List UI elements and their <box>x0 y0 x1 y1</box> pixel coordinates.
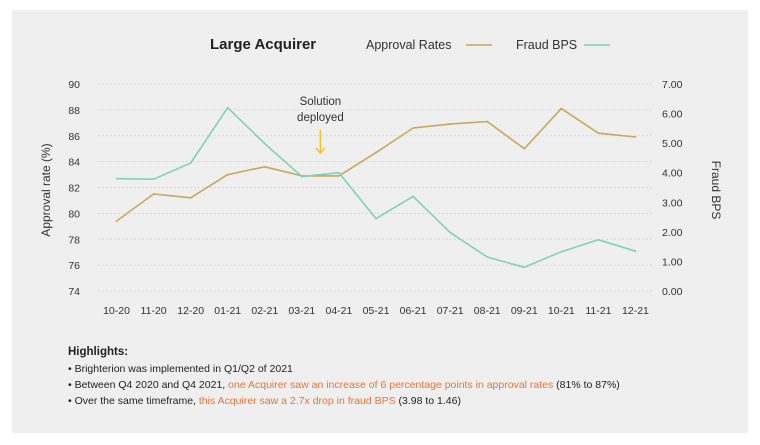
fraud-bps-point <box>263 142 266 145</box>
fraud-bps-point <box>412 195 414 198</box>
fraud-bps-point <box>634 250 637 252</box>
series-lines <box>115 106 637 269</box>
approval-rates-point <box>375 151 377 154</box>
x-tick-label: 11-20 <box>141 305 167 317</box>
left-tick-label: 76 <box>68 260 80 272</box>
approval-rates-point <box>226 173 229 176</box>
left-tick-label: 74 <box>68 286 80 298</box>
right-axis-ticks: 7.00 6.00 5.00 4.00 3.00 2.00 1.00 0.00 <box>662 79 683 298</box>
fraud-bps-point <box>300 175 303 178</box>
highlight-item: • Between Q4 2020 and Q4 2021, one Acqui… <box>68 377 728 393</box>
chart-title: Large Acquirer <box>210 36 316 53</box>
approval-rates-point <box>560 107 563 110</box>
left-tick-label: 88 <box>68 105 80 117</box>
x-tick-label: 12-20 <box>177 305 204 317</box>
left-axis-label: Approval rate (%) <box>39 143 53 236</box>
x-axis-ticks: 10-20 11-20 12-20 01-21 02-21 03-21 04-21 05-21… <box>103 305 649 317</box>
left-tick-label: 82 <box>68 183 80 195</box>
fraud-bps-point <box>486 256 489 258</box>
highlight-text: Over the same timeframe, <box>74 395 199 407</box>
x-tick-label: 10-20 <box>103 305 130 317</box>
approval-rates-line <box>116 107 636 222</box>
x-tick-label: 06-21 <box>400 305 427 317</box>
x-tick-label: 12-21 <box>622 305 649 317</box>
right-tick-label: 5.00 <box>662 138 683 150</box>
x-tick-label: 07-21 <box>437 305 464 317</box>
legend-label-fraud: Fraud BPS <box>516 38 577 52</box>
highlight-item: • Over the same timeframe, this Acquirer… <box>68 393 728 409</box>
approval-rates-point <box>338 174 340 177</box>
approval-rates-point <box>152 193 155 195</box>
annotation-line-1: Solution <box>300 96 342 108</box>
x-tick-label: 05-21 <box>363 305 390 317</box>
fraud-bps-point <box>560 250 563 253</box>
highlight-text: (3.98 to 1.46) <box>395 395 461 407</box>
highlight-item: • Brighterion was implemented in Q1/Q2 o… <box>68 361 728 377</box>
highlights-heading: Highlights: <box>68 346 129 358</box>
right-tick-label: 4.00 <box>662 168 683 180</box>
approval-rates-point <box>115 220 118 223</box>
x-tick-label: 11-21 <box>585 305 611 317</box>
x-tick-label: 02-21 <box>251 305 278 317</box>
left-tick-label: 84 <box>68 157 80 169</box>
right-axis-label: Fraud BPS <box>709 161 723 220</box>
right-tick-label: 2.00 <box>662 227 683 239</box>
fraud-bps-point <box>449 231 452 234</box>
fraud-bps-point <box>152 178 155 181</box>
legend-label-approval: Approval Rates <box>366 38 451 52</box>
annotation-arrow-icon <box>315 130 326 155</box>
left-tick-label: 80 <box>68 208 80 220</box>
right-tick-label: 0.00 <box>662 286 683 298</box>
bullet-icon: • <box>68 363 75 375</box>
legend: Approval Rates Fraud BPS <box>366 38 610 52</box>
annotation-line-2: deployed <box>297 112 344 124</box>
bullet-icon: • <box>68 395 75 407</box>
x-tick-label: 04-21 <box>326 305 353 317</box>
fraud-bps-point <box>523 266 526 269</box>
right-tick-label: 6.00 <box>662 109 683 121</box>
approval-rates-point <box>634 136 637 138</box>
right-tick-label: 1.00 <box>662 256 683 268</box>
highlight-accent-text: one Acquirer saw an increase of 6 percen… <box>228 379 554 391</box>
left-tick-label: 78 <box>68 234 80 246</box>
approval-rates-point <box>523 147 526 150</box>
fraud-bps-point <box>338 171 340 174</box>
approval-rates-point <box>449 123 452 126</box>
approval-rates-point <box>263 165 266 168</box>
x-tick-label: 03-21 <box>288 305 315 317</box>
approval-rates-point <box>412 127 414 129</box>
x-tick-label: 01-21 <box>214 305 241 317</box>
approval-rates-point <box>597 132 600 135</box>
approval-rates-point <box>486 120 489 123</box>
left-axis-ticks: 90 88 86 84 82 80 78 76 74 <box>68 79 80 298</box>
left-tick-label: 86 <box>68 131 80 143</box>
fraud-bps-point <box>375 217 377 220</box>
highlight-accent-text: this Acquirer saw a 2.7x drop in fraud B… <box>198 395 396 407</box>
right-tick-label: 7.00 <box>662 79 683 91</box>
fraud-bps-point <box>226 106 229 109</box>
fraud-bps-point <box>597 238 600 241</box>
highlight-text: Between Q4 2020 and Q4 2021, <box>74 379 229 391</box>
fraud-bps-point <box>115 177 118 180</box>
highlights-list: • Brighterion was implemented in Q1/Q2 o… <box>68 361 728 409</box>
highlight-text: (81% to 87%) <box>553 379 620 391</box>
chart-card <box>12 10 748 433</box>
left-tick-label: 90 <box>68 79 80 91</box>
right-tick-label: 3.00 <box>662 197 683 209</box>
x-tick-label: 10-21 <box>548 305 575 317</box>
bullet-icon: • <box>68 379 75 391</box>
fraud-bps-point <box>189 162 192 164</box>
x-tick-label: 09-21 <box>511 305 538 317</box>
highlight-text: Brighterion was implemented in Q1/Q2 of … <box>74 363 293 375</box>
x-tick-label: 08-21 <box>474 305 501 317</box>
solution-deployed-annotation: Solution deployed <box>297 96 344 155</box>
highlights-section: Highlights: • Brighterion was implemente… <box>68 344 728 409</box>
approval-rates-point <box>189 196 192 199</box>
